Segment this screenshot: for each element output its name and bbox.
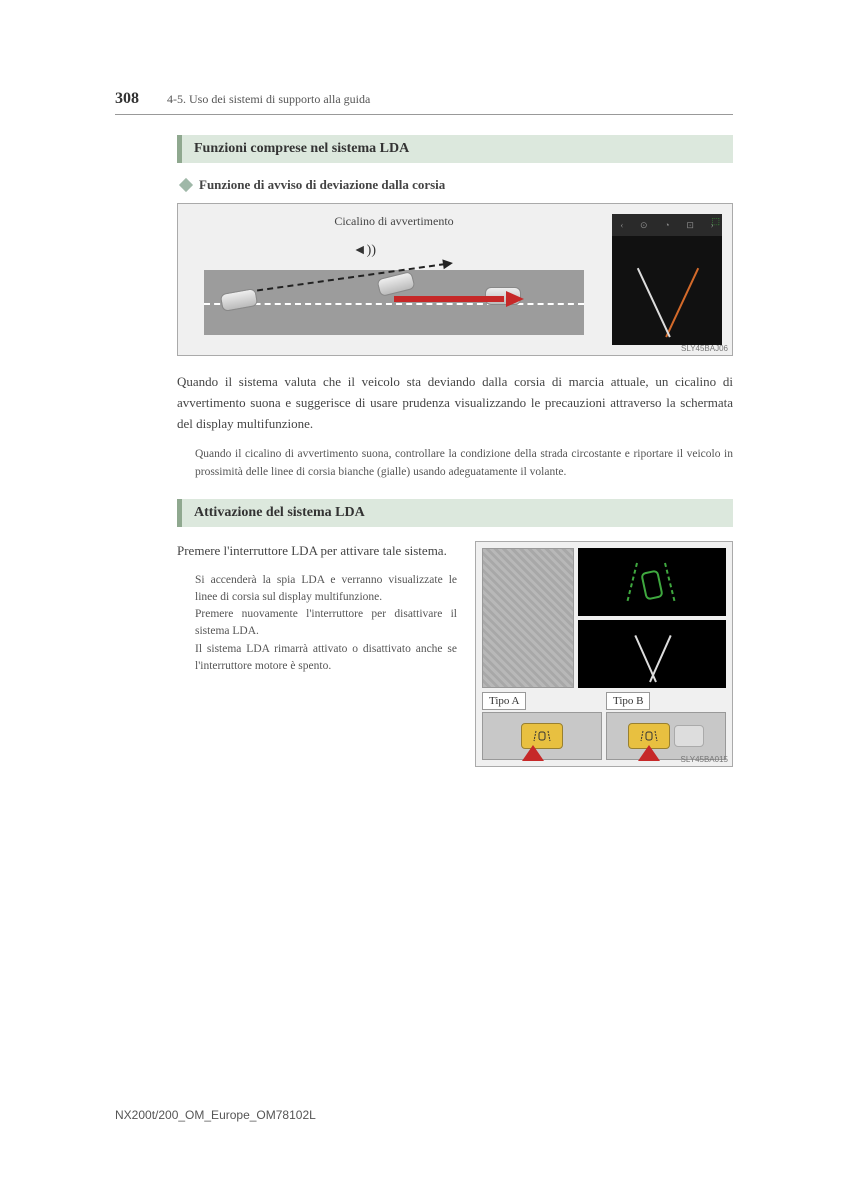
- dashboard-illustration: [482, 548, 574, 688]
- buzzer-icon: ◄)): [353, 243, 376, 259]
- tipo-b-panel: Tipo B: [606, 692, 726, 760]
- footer-code: NX200t/200_OM_Europe_OM78102L: [115, 1108, 316, 1122]
- page-number: 308: [115, 90, 139, 108]
- lda-indicator-display: [578, 548, 726, 616]
- tipo-a-panel: Tipo A: [482, 692, 602, 760]
- lane-display: [578, 620, 726, 688]
- figure-1: Cicalino di avvertimento ◄)) ⬚: [177, 203, 733, 356]
- page-header: 308 4-5. Uso dei sistemi di supporto all…: [115, 90, 733, 115]
- tipo-a-label: Tipo A: [482, 692, 526, 710]
- tipo-b-label: Tipo B: [606, 692, 650, 710]
- section-heading-1: Funzioni comprese nel sistema LDA: [177, 135, 733, 163]
- road-diagram: ◄)): [188, 235, 600, 345]
- pointer-arrow-icon: [638, 745, 660, 761]
- subsection-label: Funzione di avviso di deviazione dalla c…: [199, 177, 445, 193]
- subsection-heading: Funzione di avviso di deviazione dalla c…: [181, 177, 733, 193]
- section1-body: Quando il sistema valuta che il veicolo …: [177, 372, 733, 434]
- lda-indicator-icon: ⬚: [711, 216, 720, 227]
- section-heading-2: Attivazione del sistema LDA: [177, 499, 733, 527]
- lane-line-right-icon: [637, 267, 671, 337]
- pointer-arrow-icon: [522, 745, 544, 761]
- diamond-bullet-icon: [179, 178, 193, 192]
- section2-body: Premere l'interruttore LDA per attivare …: [177, 541, 457, 562]
- deviation-arrow-icon: [394, 291, 524, 307]
- section1-note: Quando il cicalino di avvertimento suona…: [195, 446, 733, 481]
- figure-code: SLY45BA015: [681, 755, 728, 764]
- figure-caption: Cicalino di avvertimento: [334, 214, 453, 229]
- display-mockup: ⬚ ‹⊙◔⊡›: [612, 214, 722, 345]
- aux-button-icon: [674, 725, 704, 747]
- section2-note: Si accenderà la spia LDA e verranno visu…: [195, 572, 457, 676]
- figure-2: Tipo A Tipo B: [475, 541, 733, 767]
- figure-code: SLY45BAJ06: [681, 344, 728, 353]
- lane-line-left-icon: [665, 267, 699, 337]
- breadcrumb: 4-5. Uso dei sistemi di supporto alla gu…: [167, 92, 370, 107]
